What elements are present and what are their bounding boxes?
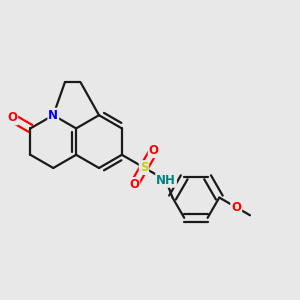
Text: S: S: [140, 161, 148, 174]
Text: O: O: [7, 111, 17, 124]
Text: O: O: [231, 201, 241, 214]
Text: O: O: [149, 144, 159, 157]
Text: NH: NH: [156, 174, 176, 187]
Text: N: N: [48, 109, 58, 122]
Text: O: O: [129, 178, 139, 191]
